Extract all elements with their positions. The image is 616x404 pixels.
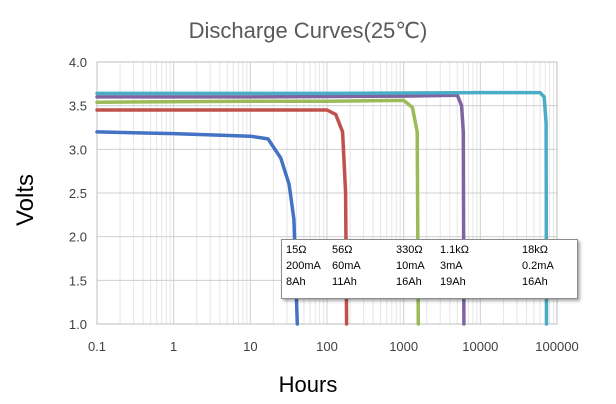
series-line-5 xyxy=(95,90,549,326)
y-tick-label: 3.5 xyxy=(69,99,87,114)
y-axis-label: Volts xyxy=(6,160,46,240)
legend-capacity: 11Ah xyxy=(332,276,357,288)
series-line-3 xyxy=(95,98,421,326)
chart-title: Discharge Curves(25℃) xyxy=(188,18,428,43)
chart-legend: 15Ω 200mA 8Ah 56Ω 60mA 11Ah 330Ω 10mA 16… xyxy=(281,239,578,299)
legend-column-18kohm: 18kΩ 0.2mA 16Ah xyxy=(522,242,554,290)
legend-column-15ohm: 15Ω 200mA 8Ah xyxy=(286,242,321,290)
legend-column-56ohm: 56Ω 60mA 11Ah xyxy=(332,242,361,290)
x-tick-label: 100000 xyxy=(535,339,578,354)
legend-current: 0.2mA xyxy=(522,260,554,272)
y-tick-label: 4.0 xyxy=(69,55,87,70)
legend-capacity: 8Ah xyxy=(286,276,306,288)
y-tick-label: 1.0 xyxy=(69,317,87,332)
legend-column-330ohm: 330Ω 10mA 16Ah xyxy=(396,242,425,290)
y-tick-label: 2.5 xyxy=(69,186,87,201)
legend-resistance: 56Ω xyxy=(332,244,353,256)
series-line-1 xyxy=(95,130,300,326)
legend-current: 200mA xyxy=(286,260,321,272)
y-axis-label-text: Volts xyxy=(12,173,39,227)
legend-current: 10mA xyxy=(396,260,425,272)
legend-resistance: 330Ω xyxy=(396,244,423,256)
legend-column-1-1kohm: 1.1kΩ 3mA 19Ah xyxy=(440,242,469,290)
legend-capacity: 16Ah xyxy=(396,276,422,288)
x-tick-label: 100 xyxy=(316,339,338,354)
legend-resistance: 1.1kΩ xyxy=(440,244,470,256)
x-tick-label: 10000 xyxy=(462,339,498,354)
plot-area-border xyxy=(96,61,558,325)
legend-current: 60mA xyxy=(332,260,361,272)
x-tick-label: 0.1 xyxy=(88,339,106,354)
y-tick-label: 1.5 xyxy=(69,273,87,288)
legend-resistance: 15Ω xyxy=(286,244,307,256)
series-line-2 xyxy=(95,108,349,326)
legend-capacity: 16Ah xyxy=(522,276,548,288)
y-tick-label: 2.0 xyxy=(69,230,87,245)
x-axis-label: Hours xyxy=(278,372,338,397)
legend-resistance: 18kΩ xyxy=(522,244,548,256)
y-tick-label: 3.0 xyxy=(69,142,87,157)
x-tick-label: 1000 xyxy=(389,339,418,354)
series-line-4 xyxy=(95,93,466,326)
x-tick-label: 10 xyxy=(243,339,257,354)
legend-capacity: 19Ah xyxy=(440,276,466,288)
x-tick-label: 1 xyxy=(170,339,177,354)
legend-current: 3mA xyxy=(440,260,463,272)
